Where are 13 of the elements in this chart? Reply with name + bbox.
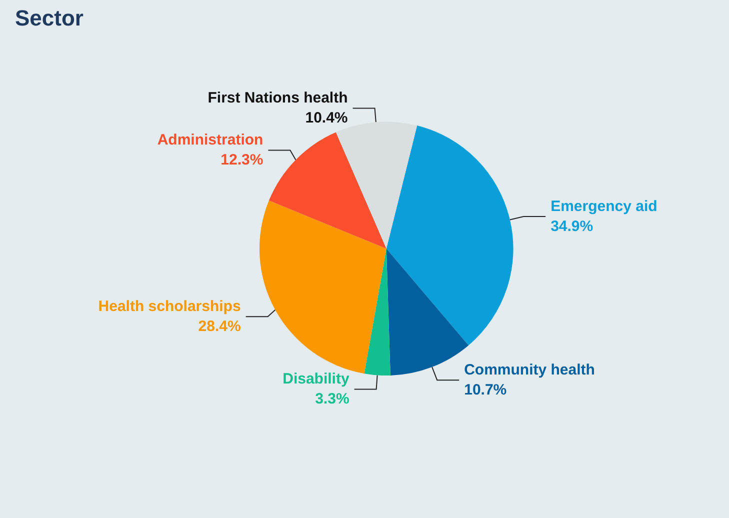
slice-label: Administration [157, 132, 264, 149]
data-label: 28.4% [198, 318, 241, 336]
data-label: 12.3% [220, 152, 264, 169]
data-label: 10.7% [464, 382, 507, 399]
slice-label: Health scholarships [98, 298, 241, 316]
data-label: 10.4% [305, 110, 348, 127]
data-label: 34.9% [550, 218, 594, 236]
chart-title: Sector [15, 6, 84, 30]
slice-label: Community health [464, 362, 595, 379]
data-label: 3.3% [315, 390, 350, 408]
slice-label: Disability [282, 370, 350, 388]
slice-label: Emergency aid [550, 198, 658, 216]
slice-label: First Nations health [208, 90, 348, 107]
